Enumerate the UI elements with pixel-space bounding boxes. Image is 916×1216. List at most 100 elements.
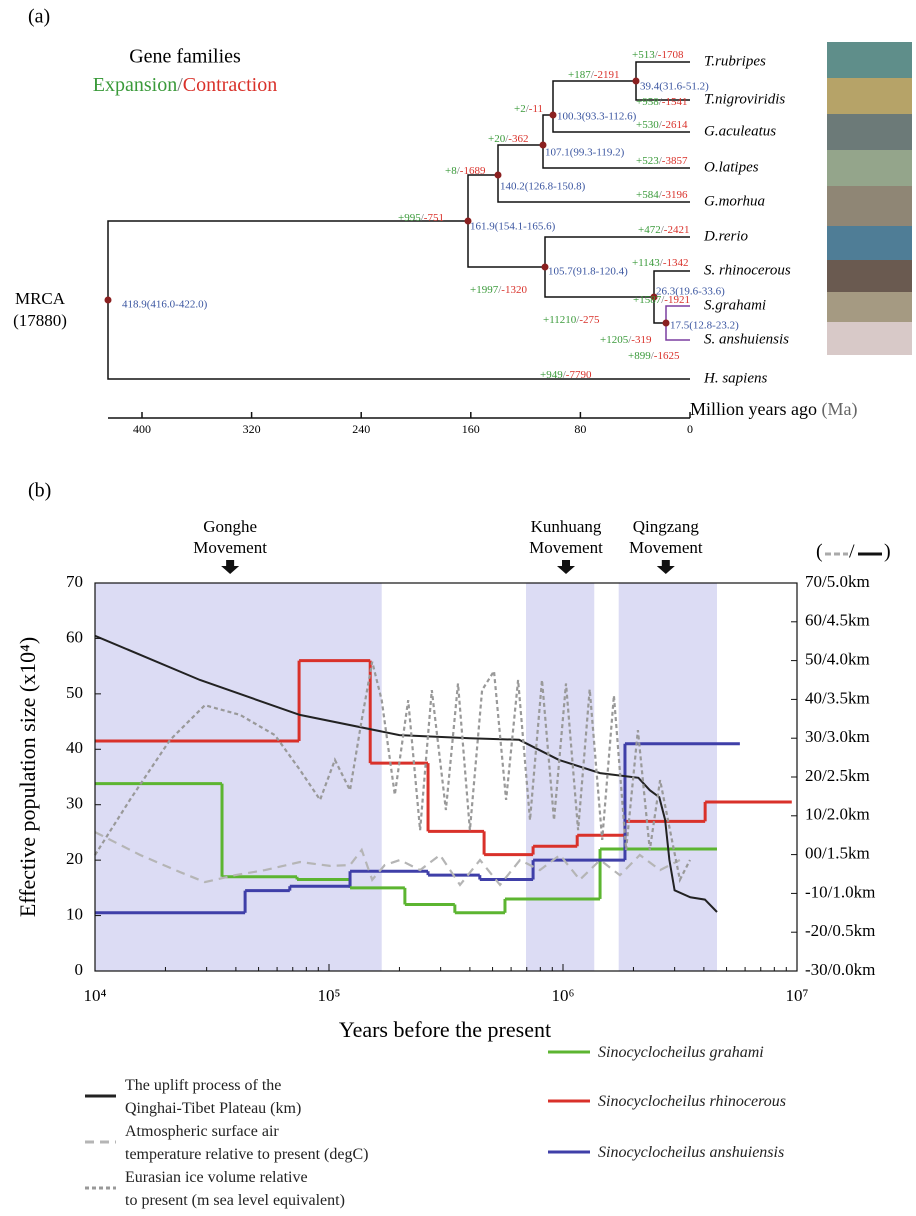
- legend-text: Expansion/Contraction: [93, 74, 277, 96]
- separator: /: [659, 189, 663, 201]
- y2-tick-label: 60/4.5km: [805, 611, 870, 630]
- axis-unit: (Ma): [821, 399, 857, 420]
- annotation: Kunhuang: [531, 517, 602, 536]
- separator: /: [421, 212, 425, 224]
- separator: /: [661, 294, 665, 306]
- legend-entry: Sinocyclocheilus grahami: [598, 1044, 764, 1061]
- separator: /: [651, 350, 655, 362]
- loss: -3857: [662, 155, 688, 167]
- gain: +1997: [470, 284, 499, 296]
- y2-tick-label: 40/3.5km: [805, 688, 870, 707]
- axis-tick-label: 320: [243, 422, 261, 436]
- species-name: S. rhinocerous: [704, 262, 791, 278]
- species-name: T.rubripes: [704, 53, 766, 69]
- species-name: T.nigroviridis: [704, 91, 785, 107]
- y2-title-open: (: [816, 541, 823, 563]
- tree-node: [632, 77, 640, 85]
- node-age: 17.5(12.8-23.2): [670, 320, 739, 332]
- species-name: O.latipes: [704, 159, 759, 175]
- loss: -1689: [460, 165, 486, 177]
- branch-change: +1143/-1342: [632, 257, 689, 269]
- species-name: S. anshuiensis: [704, 331, 789, 347]
- gain: +523: [636, 155, 659, 167]
- separator: /: [661, 224, 665, 236]
- y-tick-label: 30: [66, 794, 83, 813]
- y2-tick-label: 20/2.5km: [805, 766, 870, 785]
- loss: -2614: [662, 119, 688, 131]
- y-tick-label: 10: [66, 904, 83, 923]
- tree-branch: [653, 270, 690, 297]
- loss: -1342: [663, 257, 689, 269]
- gain: +11210: [543, 314, 577, 326]
- axis-tick-label: 400: [133, 422, 151, 436]
- loss: -1625: [654, 350, 680, 362]
- branch-change: +20/-362: [488, 133, 528, 145]
- branch-change: +523/-3857: [636, 155, 688, 167]
- branch-change: +2/-11: [514, 103, 543, 115]
- series-line: [94, 634, 718, 913]
- annotation-arrow: [557, 560, 576, 574]
- separator: /: [457, 165, 461, 177]
- branch-change: +899/-1625: [628, 350, 680, 362]
- loss: -319: [631, 334, 652, 346]
- tree-branch: [497, 144, 543, 175]
- separator: /: [591, 69, 595, 81]
- tree-branch: [552, 115, 690, 133]
- tree-branch: [467, 174, 498, 221]
- tree-branch: [552, 80, 636, 115]
- y-tick-label: 60: [66, 627, 83, 646]
- photo: [827, 260, 912, 292]
- tree-branch: [653, 297, 666, 324]
- separator: /: [505, 133, 509, 145]
- separator: /: [526, 103, 530, 115]
- axis-tick-label: 160: [462, 422, 480, 436]
- species-name: H. sapiens: [703, 370, 767, 386]
- photo: [827, 186, 912, 226]
- legend-title: Gene families: [129, 46, 241, 68]
- legend-entry: Eurasian ice volume relative to present …: [125, 1169, 345, 1209]
- gain: +513: [632, 49, 655, 61]
- loss: -2421: [664, 224, 690, 236]
- branch-change: +1587/-1921: [633, 294, 690, 306]
- node-age: 107.1(99.3-119.2): [545, 147, 625, 159]
- legend-entry: Atmospheric surface air temperature rela…: [125, 1123, 369, 1163]
- tree-branch: [635, 61, 690, 81]
- tree-node: [662, 319, 670, 327]
- y2-tick-label: -20/0.5km: [805, 921, 875, 940]
- tree-node: [464, 217, 472, 225]
- y2-tick-label: 50/4.0km: [805, 650, 870, 669]
- x-axis-title: Years before the present: [339, 1017, 551, 1042]
- tree-branch: [497, 175, 690, 203]
- gain: +584: [636, 189, 659, 201]
- photo: [827, 150, 912, 186]
- y2-tick-label: 10/2.0km: [805, 805, 870, 824]
- axis-tick-label: 80: [574, 422, 586, 436]
- y-tick-label: 70: [66, 572, 83, 591]
- gain: +949: [540, 369, 563, 381]
- separator: /: [177, 74, 183, 96]
- tree-branch: [542, 114, 553, 145]
- branch-change: +530/-2614: [636, 119, 688, 131]
- series-line: [94, 831, 681, 887]
- photo: [827, 226, 912, 260]
- y-tick-label: 20: [66, 849, 83, 868]
- species-name: S.grahami: [704, 297, 766, 313]
- tree-branch: [107, 300, 690, 380]
- loss: -362: [508, 133, 528, 145]
- gain: +530: [636, 119, 659, 131]
- tree-branch: [107, 220, 468, 300]
- branch-change: +949/-7790: [540, 369, 592, 381]
- y2-tick-label: 00/1.5km: [805, 844, 870, 863]
- photo: [827, 322, 912, 355]
- node-age: 105.7(91.8-120.4): [548, 266, 628, 278]
- root-label: MRCA: [15, 289, 66, 308]
- gain: +2: [514, 103, 526, 115]
- branch-change: +11210/-275: [543, 314, 600, 326]
- species-name: G.aculeatus: [704, 123, 776, 139]
- loss: -751: [424, 212, 444, 224]
- y2-tick-label: 30/3.0km: [805, 727, 870, 746]
- tree-branch: [635, 81, 690, 101]
- tree-branch: [542, 145, 690, 169]
- photo: [827, 78, 912, 114]
- axis-tick-label: 0: [687, 422, 693, 436]
